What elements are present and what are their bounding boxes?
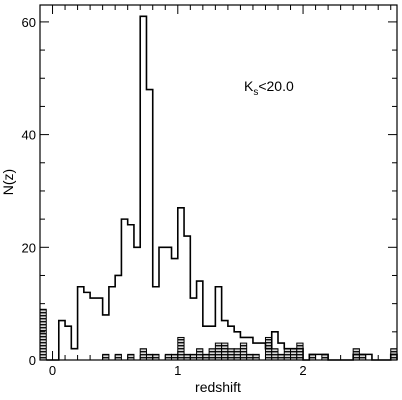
annotation-subscript: s xyxy=(253,87,258,98)
y-tick-label-0: 0 xyxy=(29,353,36,368)
annotation-rest: <20.0 xyxy=(258,78,294,94)
hatched-bar-27 xyxy=(290,348,298,361)
y-axis-label: N(z) xyxy=(0,169,16,195)
hatched-bar-19 xyxy=(233,348,241,361)
hatched-bar-8 xyxy=(164,353,173,361)
hatched-bar-12 xyxy=(189,353,198,361)
x-axis-label: redshift xyxy=(195,379,241,395)
hatched-bar-21 xyxy=(246,353,254,361)
plot-frame xyxy=(39,4,398,361)
axis-ticks xyxy=(39,5,397,361)
hatched-bar-2 xyxy=(102,353,110,361)
hatched-bar-5 xyxy=(139,348,147,361)
hatched-bar-22 xyxy=(252,353,260,361)
y-tick-label-20: 20 xyxy=(22,240,36,255)
hatched-bar-16 xyxy=(214,342,223,361)
hatched-bar-10 xyxy=(177,336,185,361)
x-tick-label-2: 2 xyxy=(299,363,306,378)
hatched-bar-7 xyxy=(152,353,160,361)
open-histogram-outline xyxy=(46,15,398,361)
hatched-bar-28 xyxy=(296,342,304,361)
hatched-bar-29 xyxy=(308,353,317,361)
hatched-bar-3 xyxy=(114,353,122,361)
hatched-bar-25 xyxy=(277,353,285,361)
x-tick-label-1: 1 xyxy=(174,363,181,378)
x-tick-label-0: 0 xyxy=(49,363,56,378)
y-tick-label-60: 60 xyxy=(22,15,36,30)
hatched-bar-14 xyxy=(202,353,210,361)
hatched-bar-26 xyxy=(283,348,292,361)
hatched-bar-11 xyxy=(183,353,191,361)
hatched-bar-15 xyxy=(208,348,216,361)
hatched-bar-17 xyxy=(221,342,229,361)
hatched-bar-32 xyxy=(358,353,367,361)
hatched-series xyxy=(39,308,398,361)
hatched-bar-20 xyxy=(239,342,248,361)
hatched-bar-4 xyxy=(127,353,135,361)
hatched-bar-13 xyxy=(196,348,204,361)
annotation-main: K xyxy=(244,78,254,94)
hatched-bar-9 xyxy=(171,353,179,361)
hatched-bar-18 xyxy=(227,348,235,361)
magnitude-limit-annotation: Ks<20.0 xyxy=(244,78,294,98)
hatched-bar-6 xyxy=(145,353,154,361)
hatched-bar-30 xyxy=(321,353,329,361)
hatched-bar-0 xyxy=(39,308,47,361)
y-tick-label-40: 40 xyxy=(22,128,36,143)
hatched-bar-24 xyxy=(271,348,279,361)
